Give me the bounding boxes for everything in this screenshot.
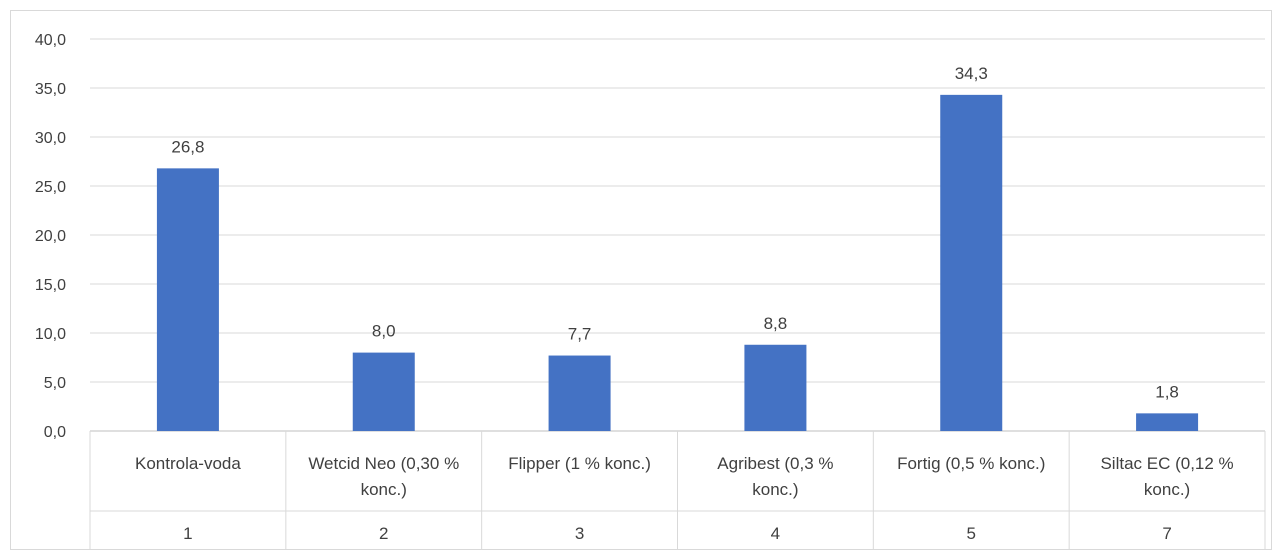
x-category-label: Agribest (0,3 %: [717, 454, 833, 473]
data-label: 8,0: [372, 322, 396, 341]
y-tick-label: 20,0: [35, 228, 66, 245]
data-label: 8,8: [764, 314, 788, 333]
x-category-label: konc.): [1144, 480, 1190, 499]
data-label: 7,7: [568, 325, 592, 344]
x-category-label: konc.): [361, 480, 407, 499]
bar: [744, 344, 807, 431]
x-category-number: 2: [379, 524, 388, 543]
bar: [940, 94, 1003, 432]
y-tick-label: 30,0: [35, 130, 66, 147]
x-category-label: Flipper (1 % konc.): [508, 454, 651, 473]
data-label: 26,8: [171, 137, 204, 156]
data-label: 1,8: [1155, 382, 1179, 401]
y-tick-label: 40,0: [35, 32, 66, 49]
x-category-number: 1: [183, 524, 192, 543]
bar: [352, 352, 415, 431]
y-tick-label: 10,0: [35, 326, 66, 343]
x-category-number: 5: [967, 524, 976, 543]
x-category-number: 7: [1162, 524, 1171, 543]
y-tick-label: 35,0: [35, 81, 66, 98]
x-category-label: Siltac EC (0,12 %: [1100, 454, 1233, 473]
data-label: 34,3: [955, 64, 988, 83]
bar: [156, 168, 219, 432]
y-tick-label: 15,0: [35, 277, 66, 294]
y-tick-label: 0,0: [44, 424, 66, 441]
x-category-label: konc.): [752, 480, 798, 499]
x-category-label: Fortig (0,5 % konc.): [897, 454, 1045, 473]
x-category-number: 3: [575, 524, 584, 543]
bar: [548, 355, 611, 431]
x-category-label: Kontrola-voda: [135, 454, 241, 473]
chart-frame: [10, 10, 1272, 550]
y-tick-label: 5,0: [44, 375, 66, 392]
x-category-number: 4: [771, 524, 780, 543]
y-tick-label: 25,0: [35, 179, 66, 196]
x-category-label: Wetcid Neo (0,30 %: [308, 454, 459, 473]
bar: [1136, 413, 1199, 431]
